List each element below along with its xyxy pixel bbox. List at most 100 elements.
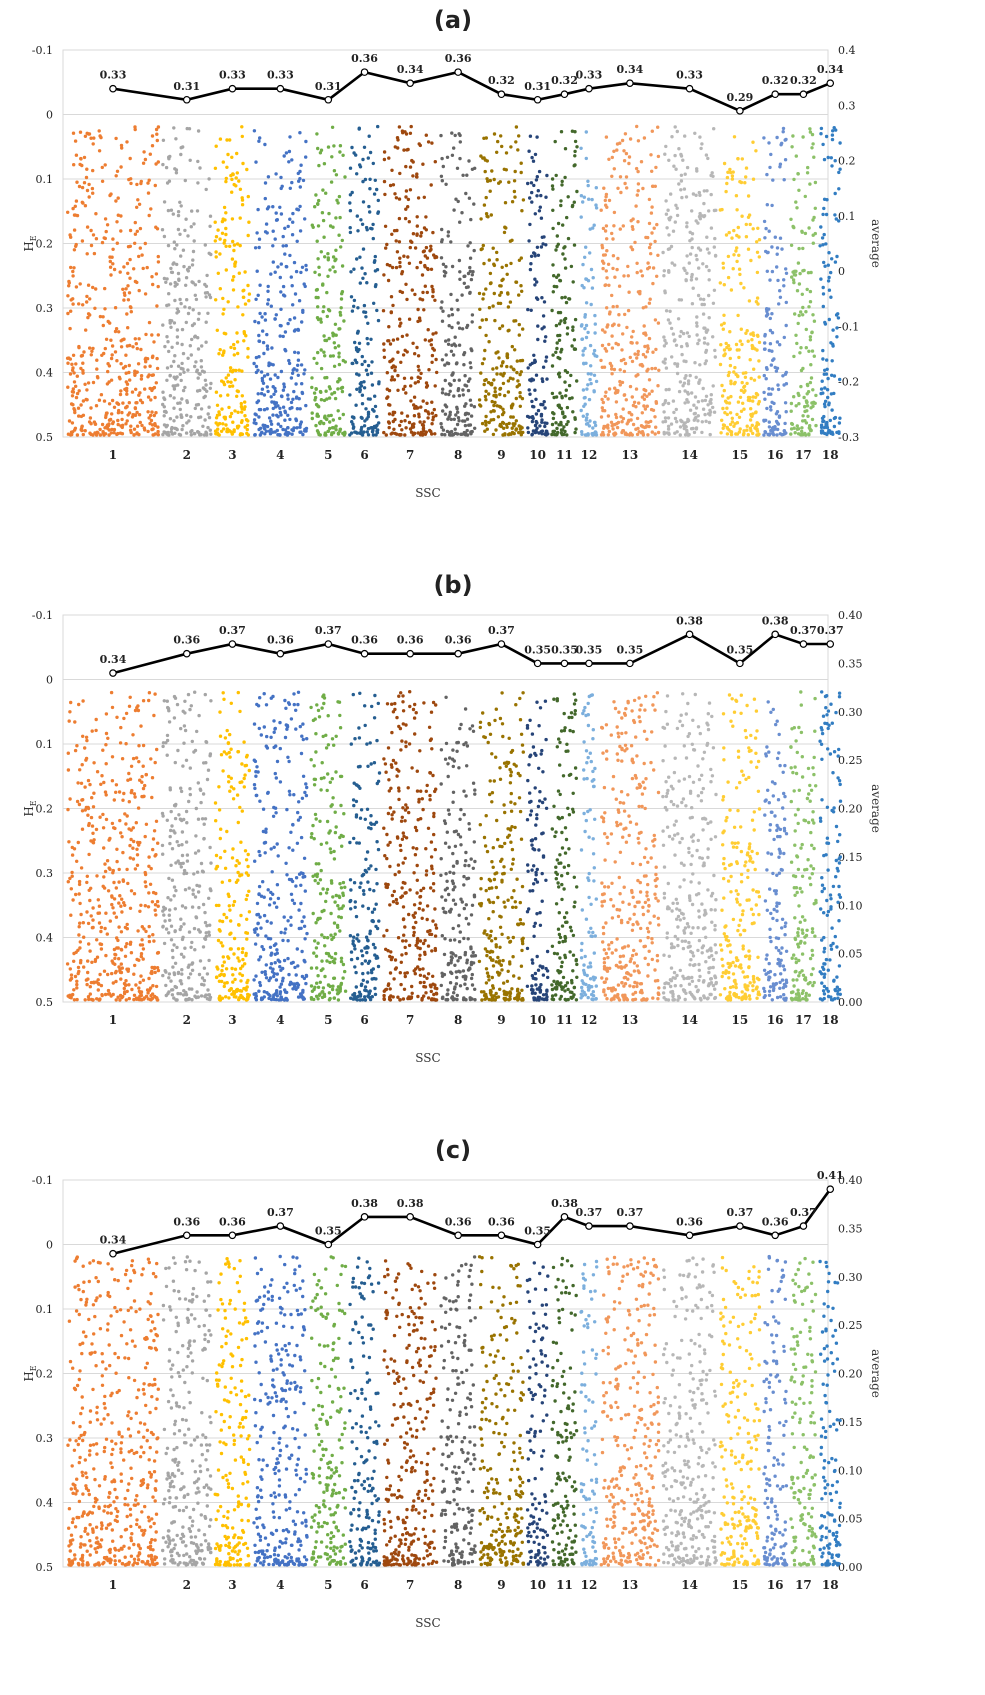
scatter-point	[202, 978, 207, 983]
scatter-point	[498, 422, 503, 427]
scatter-point	[103, 992, 108, 997]
scatter-point	[373, 254, 377, 259]
scatter-point	[805, 409, 809, 413]
scatter-point	[713, 355, 717, 359]
scatter-point	[127, 800, 131, 804]
scatter-point	[722, 348, 727, 352]
scatter-point	[565, 332, 570, 336]
scatter-point	[610, 334, 614, 338]
scatter-point	[168, 841, 172, 846]
scatter-point	[554, 421, 558, 425]
scatter-point	[361, 157, 365, 162]
scatter-point	[420, 423, 425, 427]
scatter-point	[85, 388, 89, 392]
scatter-point	[543, 406, 547, 410]
scatter-point	[246, 852, 250, 857]
scatter-point	[397, 240, 402, 244]
scatter-point	[604, 269, 608, 273]
scatter-point	[443, 412, 448, 416]
scatter-point	[797, 246, 801, 251]
scatter-point	[609, 420, 614, 424]
scatter-point	[333, 270, 337, 274]
scatter-point	[288, 318, 292, 322]
scatter-point	[131, 756, 136, 761]
scatter-point	[561, 252, 565, 256]
scatter-point	[138, 420, 142, 425]
scatter-point	[540, 420, 544, 424]
scatter-point	[610, 372, 614, 376]
scatter-point	[207, 896, 211, 900]
scatter-point	[384, 433, 388, 437]
scatter-point	[362, 380, 366, 384]
scatter-point	[103, 862, 107, 866]
scatter-point	[469, 403, 473, 407]
scatter-point	[429, 247, 433, 252]
scatter-point	[563, 147, 568, 151]
scatter-point	[256, 321, 261, 325]
scatter-point	[207, 993, 212, 997]
average-value-label: 0.33	[676, 69, 703, 82]
scatter-point	[190, 998, 194, 1002]
scatter-point	[80, 200, 85, 204]
scatter-point	[417, 412, 421, 416]
scatter-point	[359, 428, 363, 432]
scatter-point	[561, 223, 565, 227]
scatter-point	[650, 430, 654, 434]
scatter-point	[126, 881, 130, 886]
scatter-point	[746, 339, 750, 343]
scatter-point	[468, 256, 473, 260]
scatter-point	[227, 996, 231, 1000]
scatter-point	[592, 373, 597, 377]
scatter-point	[618, 379, 622, 384]
scatter-point	[550, 308, 554, 313]
scatter-point	[350, 309, 355, 313]
scatter-point	[194, 806, 198, 811]
scatter-point	[689, 427, 694, 431]
scatter-point	[200, 982, 204, 987]
scatter-point	[298, 177, 302, 181]
scatter-point	[686, 433, 690, 437]
scatter-point	[115, 359, 119, 363]
scatter-point	[444, 182, 448, 186]
scatter-point	[456, 308, 460, 312]
scatter-point	[424, 215, 428, 219]
scatter-point	[693, 395, 698, 399]
scatter-point	[240, 809, 244, 813]
scatter-point	[73, 974, 78, 979]
scatter-point	[557, 405, 562, 409]
scatter-point	[173, 816, 178, 821]
scatter-point	[164, 927, 169, 931]
scatter-point	[702, 341, 707, 345]
scatter-point	[653, 432, 657, 436]
scatter-point	[756, 433, 760, 437]
scatter-point	[606, 414, 611, 418]
scatter-point	[232, 989, 236, 994]
scatter-point	[483, 348, 487, 353]
scatter-point	[640, 395, 645, 399]
average-value-label: 0.31	[524, 80, 551, 93]
scatter-point	[70, 870, 74, 875]
scatter-point	[288, 217, 292, 221]
scatter-point	[704, 330, 709, 334]
scatter-point	[654, 425, 658, 429]
scatter-point	[617, 323, 621, 327]
scatter-point	[749, 258, 753, 263]
scatter-point	[657, 368, 661, 372]
scatter-point	[419, 405, 423, 409]
scatter-point	[408, 245, 412, 250]
scatter-point	[155, 996, 159, 1000]
scatter-point	[795, 424, 799, 428]
scatter-point	[179, 952, 184, 956]
scatter-point	[110, 412, 114, 416]
scatter-point	[737, 253, 741, 257]
scatter-point	[97, 904, 102, 908]
scatter-point	[205, 924, 209, 928]
scatter-point	[316, 350, 320, 355]
scatter-point	[387, 412, 392, 416]
scatter-point	[538, 424, 542, 428]
scatter-point	[161, 744, 165, 749]
scatter-point	[638, 363, 642, 367]
scatter-point	[528, 267, 533, 272]
scatter-point	[533, 277, 537, 281]
scatter-point	[812, 400, 816, 404]
